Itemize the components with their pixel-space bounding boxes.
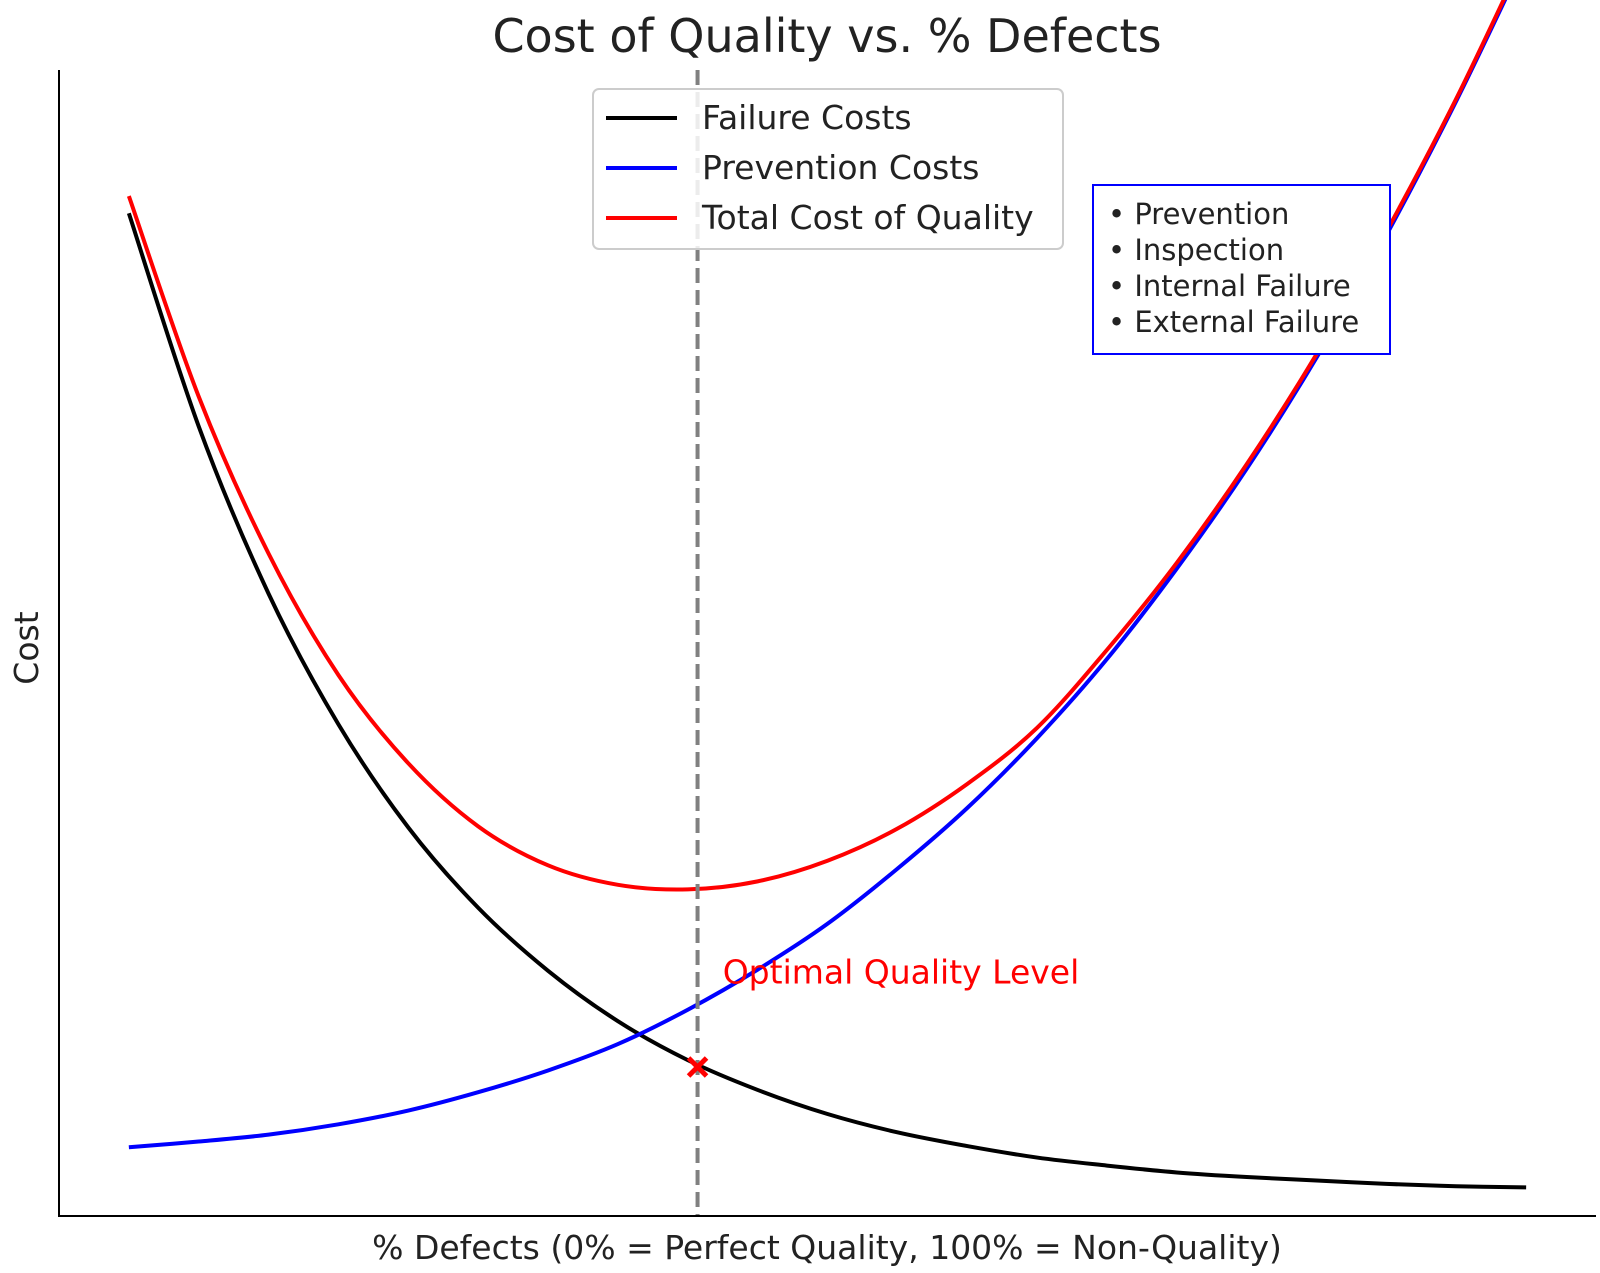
info-item: • External Failure [1108,305,1359,339]
chart-title: Cost of Quality vs. % Defects [492,9,1161,63]
info-item: • Inspection [1108,233,1284,267]
info-box-frame [1092,184,1391,355]
optimal-quality-annotation: Optimal Quality Level [723,952,1080,991]
info-item: • Internal Failure [1108,269,1351,303]
legend-label-failure-costs: Failure Costs [702,98,912,137]
legend: Failure Costs Prevention Costs Total Cost … [592,88,1064,250]
legend-label-prevention-costs: Prevention Costs [702,148,979,187]
legend-label-total-cost-of-quality: Total Cost of Quality [701,198,1034,237]
optimal-marker-stroke [686,1056,709,1078]
info-item: • Prevention [1108,197,1289,231]
series-line-failure-costs [126,212,1527,1190]
y-axis-label: Cost [7,611,46,684]
legend-frame [592,88,1064,250]
x-axis-label: % Defects (0% = Perfect Quality, 100% = … [372,1228,1282,1267]
info-box: • Prevention • Inspection • Internal Fai… [1092,184,1391,355]
optimal-marker [686,1056,709,1078]
